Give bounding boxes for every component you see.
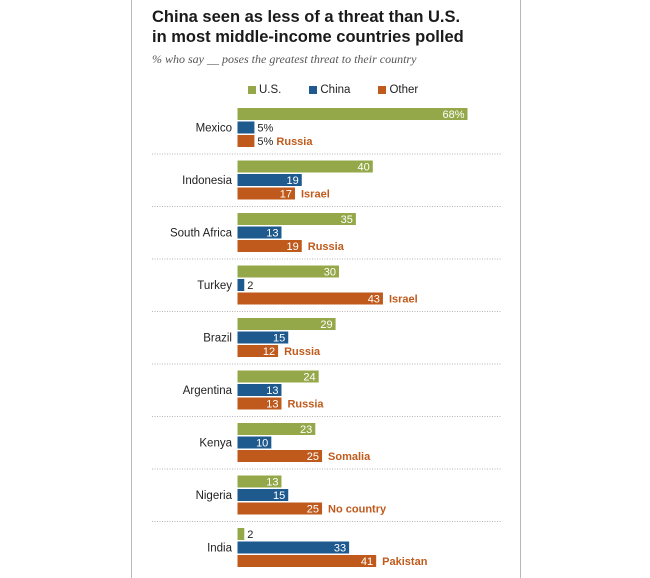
other-label-argentina: Russia [287,399,324,411]
legend: U.S. China Other [248,82,418,98]
other-label-mexico: Russia [276,136,313,148]
bar-china-india [237,541,350,554]
country-label-turkey: Turkey [197,280,232,292]
country-label-brazil: Brazil [203,333,232,345]
legend-item-other: Other [378,84,418,96]
value-label-us-nigeria: 13 [266,477,278,489]
legend-item-china: China [309,84,350,96]
value-label-us-turkey: 30 [324,267,336,279]
value-label-us-argentina: 24 [303,372,315,384]
bar-other-indonesia [237,187,295,200]
value-label-other-argentina: 13 [266,399,278,411]
value-label-china-mexico: 5% [257,123,273,135]
value-label-us-indonesia: 40 [358,162,370,174]
bar-other-kenya [237,450,323,462]
value-label-other-india: 41 [361,556,373,568]
chart-title: China seen as less of a threat than U.S.… [152,8,464,46]
bar-us-indonesia [237,160,373,173]
bar-us-mexico [237,108,468,120]
value-label-china-indonesia: 19 [287,175,299,187]
value-label-other-brazil: 12 [263,346,275,358]
value-label-us-brazil: 29 [320,319,332,331]
legend-label-china: China [320,84,351,96]
other-label-brazil: Russia [284,346,321,358]
value-label-other-indonesia: 17 [280,189,292,201]
country-label-south-africa: South Africa [170,228,233,240]
bar-other-india [237,555,377,567]
bar-other-nigeria [237,502,323,515]
country-label-kenya: Kenya [199,438,232,450]
bar-china-turkey [237,279,245,291]
value-label-us-south-africa: 35 [341,214,353,226]
bar-other-turkey [237,292,383,305]
legend-swatch-other [378,86,387,94]
value-label-us-mexico: 68% [442,109,464,121]
value-label-china-kenya: 10 [256,438,268,450]
value-label-china-india: 33 [334,543,346,555]
bar-other-south-africa [237,240,302,252]
bar-us-turkey [237,265,339,278]
legend-item-us: U.S. [248,84,281,96]
bar-china-kenya [237,436,272,449]
other-label-india: Pakistan [382,556,428,568]
value-label-other-nigeria: 25 [307,504,319,516]
value-label-china-turkey: 2 [247,280,253,292]
value-label-us-kenya: 23 [300,424,312,436]
legend-label-other: Other [389,84,419,96]
bar-us-argentina [237,370,319,383]
value-label-china-argentina: 13 [266,385,278,397]
value-label-china-nigeria: 15 [273,490,285,502]
bar-us-nigeria [237,475,282,488]
country-label-india: India [207,543,233,555]
legend-label-us: U.S. [259,84,282,96]
bar-us-india [237,528,245,540]
value-label-other-turkey: 43 [368,294,380,306]
bar-other-brazil [237,345,279,357]
bar-us-brazil [237,318,336,330]
bar-china-indonesia [237,174,302,186]
bar-other-mexico [237,135,255,147]
bar-china-argentina [237,384,282,396]
bar-china-nigeria [237,489,289,501]
other-label-south-africa: Russia [308,241,345,253]
other-label-nigeria: No country [328,504,387,516]
chart-subtitle: % who say __ poses the greatest threat t… [152,52,417,66]
bar-us-kenya [237,423,316,435]
country-label-mexico: Mexico [196,123,232,135]
country-label-argentina: Argentina [183,385,233,397]
legend-swatch-us [248,86,256,94]
other-label-kenya: Somalia [328,451,371,463]
value-label-china-brazil: 15 [273,333,285,345]
bar-china-brazil [237,331,289,344]
country-label-nigeria: Nigeria [196,490,233,502]
bar-other-argentina [237,397,282,410]
country-label-indonesia: Indonesia [182,175,232,187]
value-label-other-kenya: 25 [307,451,319,463]
other-label-turkey: Israel [389,294,418,306]
bar-china-south-africa [237,226,282,239]
bar-us-south-africa [237,213,356,225]
value-label-us-india: 2 [247,529,253,541]
legend-swatch-china [309,86,318,94]
value-label-china-south-africa: 13 [266,228,278,240]
value-label-other-south-africa: 19 [287,241,299,253]
value-label-other-mexico: 5% [257,136,273,148]
other-label-indonesia: Israel [301,189,330,201]
bar-china-mexico [237,121,255,134]
chart-frame [131,0,521,578]
